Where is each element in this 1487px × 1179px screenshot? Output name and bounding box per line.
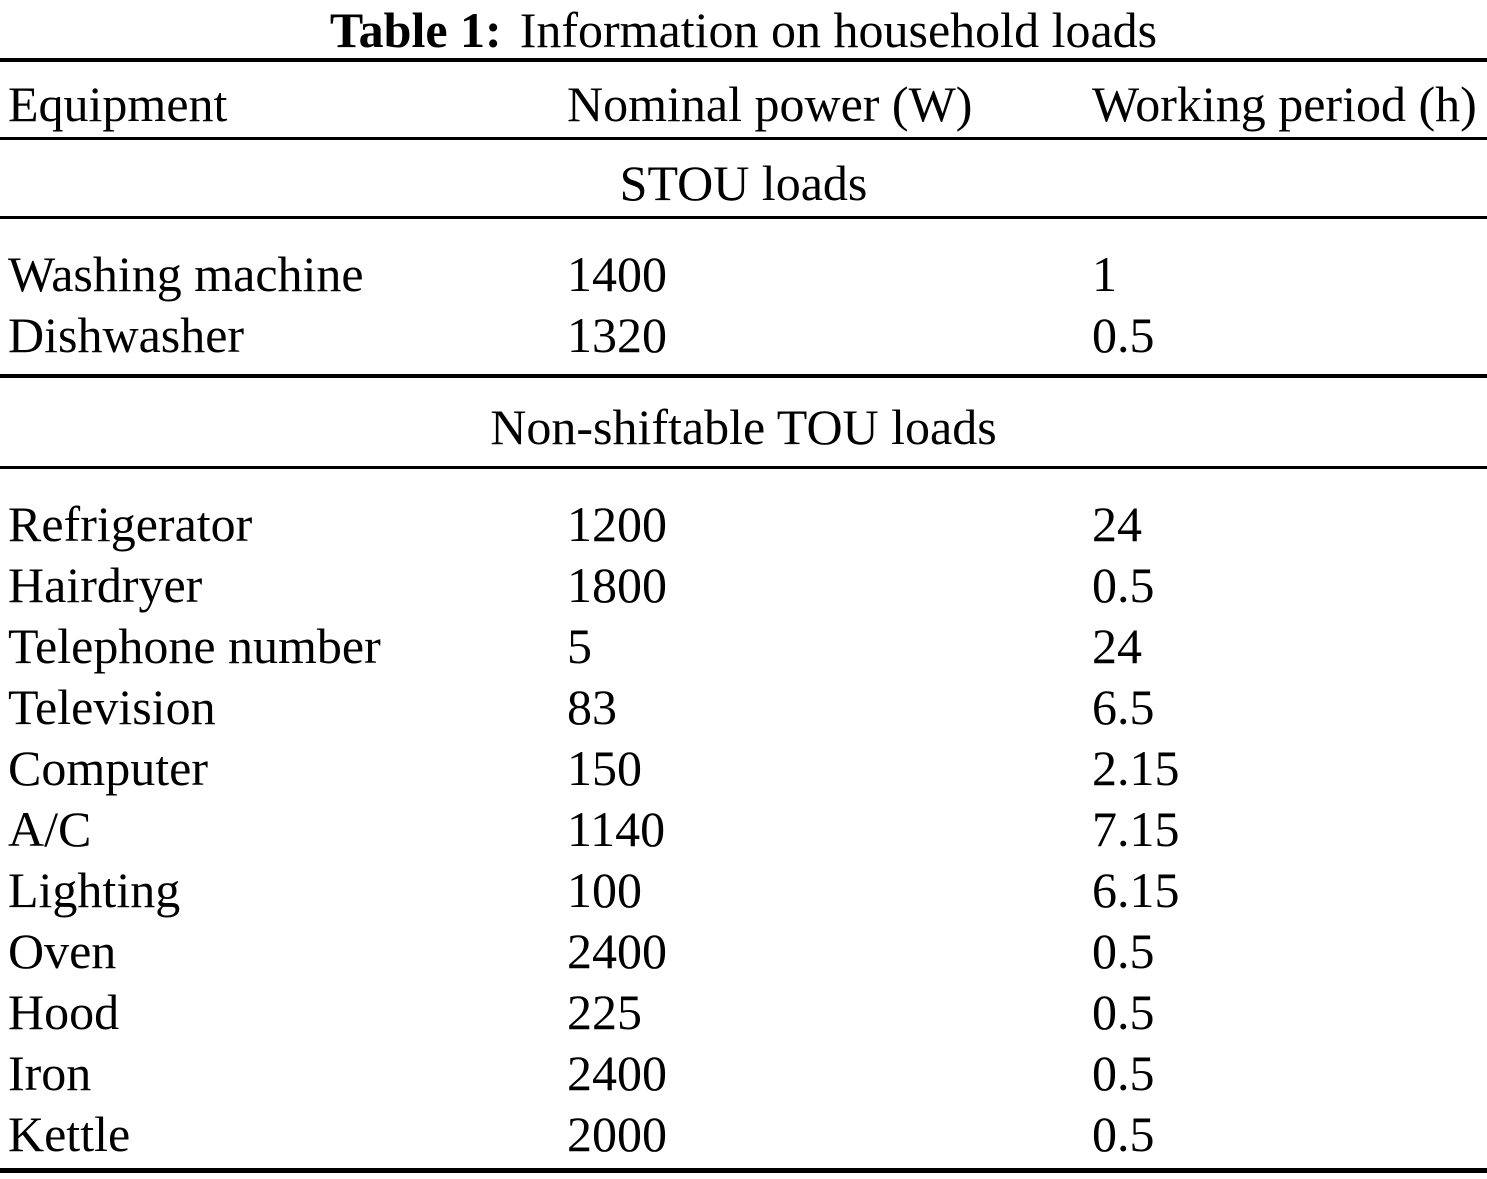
cell-working-period: 6.5 — [1092, 679, 1155, 735]
cell-equipment: Kettle — [8, 1106, 131, 1162]
table-row: Washing machine 1400 1 — [0, 244, 1487, 305]
cell-equipment: Hood — [8, 984, 120, 1040]
cell-nominal-power: 2000 — [567, 1106, 667, 1162]
column-header-working-period: Working period (h) — [1092, 76, 1477, 132]
table-row: Telephone number 5 24 — [0, 616, 1487, 677]
cell-working-period: 0.5 — [1092, 984, 1155, 1040]
cell-nominal-power: 5 — [567, 618, 592, 674]
column-header-nominal-power: Nominal power (W) — [567, 76, 973, 132]
cell-working-period: 7.15 — [1092, 801, 1180, 857]
section-rows-stou: Washing machine 1400 1 Dishwasher 1320 0.5 — [0, 219, 1487, 374]
table-caption: Table 1: Information on household loads — [0, 0, 1487, 58]
cell-equipment: Telephone number — [8, 618, 381, 674]
cell-equipment: Television — [8, 679, 216, 735]
column-header-equipment: Equipment — [8, 76, 228, 132]
cell-working-period: 6.15 — [1092, 862, 1180, 918]
top-rule — [0, 58, 1487, 62]
cell-nominal-power: 1320 — [567, 307, 667, 363]
bottom-rule — [0, 1168, 1487, 1173]
cell-nominal-power: 2400 — [567, 1045, 667, 1101]
mid-rule — [0, 374, 1487, 378]
cell-nominal-power: 83 — [567, 679, 617, 735]
cell-nominal-power: 1200 — [567, 496, 667, 552]
table-row: Television 83 6.5 — [0, 677, 1487, 738]
table-row: Hood 225 0.5 — [0, 982, 1487, 1043]
cell-nominal-power: 225 — [567, 984, 642, 1040]
cell-working-period: 0.5 — [1092, 557, 1155, 613]
cell-equipment: Refrigerator — [8, 496, 253, 552]
stou-header-rule — [0, 216, 1487, 219]
cell-equipment: Hairdryer — [8, 557, 203, 613]
table-caption-label: Table 1: — [329, 1, 502, 58]
cell-working-period: 0.5 — [1092, 1045, 1155, 1101]
table-caption-text: Information on household loads — [519, 1, 1158, 58]
cell-nominal-power: 1800 — [567, 557, 667, 613]
table-row: A/C 1140 7.15 — [0, 799, 1487, 860]
cell-nominal-power: 2400 — [567, 923, 667, 979]
table-row: Refrigerator 1200 24 — [0, 494, 1487, 555]
table-row: Kettle 2000 0.5 — [0, 1104, 1487, 1165]
section-rows-nonshiftable-tou: Refrigerator 1200 24 Hairdryer 1800 0.5 Teleph… — [0, 469, 1487, 1168]
table-row: Hairdryer 1800 0.5 — [0, 555, 1487, 616]
cell-equipment: A/C — [8, 801, 92, 857]
cell-equipment: Washing machine — [8, 246, 364, 302]
cell-nominal-power: 1400 — [567, 246, 667, 302]
cell-working-period: 24 — [1092, 618, 1142, 674]
cell-nominal-power: 1140 — [567, 801, 666, 857]
column-header-row: Equipment Nominal power (W) Working peri… — [0, 62, 1487, 137]
cell-working-period: 24 — [1092, 496, 1142, 552]
cell-equipment: Lighting — [8, 862, 181, 918]
cell-working-period: 0.5 — [1092, 923, 1155, 979]
table-row: Lighting 100 6.15 — [0, 860, 1487, 921]
cell-equipment: Computer — [8, 740, 208, 796]
header-rule — [0, 137, 1487, 140]
tou-header-rule — [0, 466, 1487, 469]
cell-equipment: Oven — [8, 923, 117, 979]
cell-nominal-power: 100 — [567, 862, 642, 918]
table-row: Oven 2400 0.5 — [0, 921, 1487, 982]
cell-working-period: 0.5 — [1092, 1106, 1155, 1162]
table-row: Computer 150 2.15 — [0, 738, 1487, 799]
cell-working-period: 2.15 — [1092, 740, 1180, 796]
cell-equipment: Dishwasher — [8, 307, 245, 363]
cell-working-period: 1 — [1092, 246, 1117, 302]
table-row: Dishwasher 1320 0.5 — [0, 305, 1487, 366]
section-header-nonshiftable-tou: Non-shiftable TOU loads — [490, 398, 997, 455]
table-row: Iron 2400 0.5 — [0, 1043, 1487, 1104]
cell-equipment: Iron — [8, 1045, 92, 1101]
cell-nominal-power: 150 — [567, 740, 642, 796]
section-header-stou: STOU loads — [619, 154, 868, 211]
cell-working-period: 0.5 — [1092, 307, 1155, 363]
